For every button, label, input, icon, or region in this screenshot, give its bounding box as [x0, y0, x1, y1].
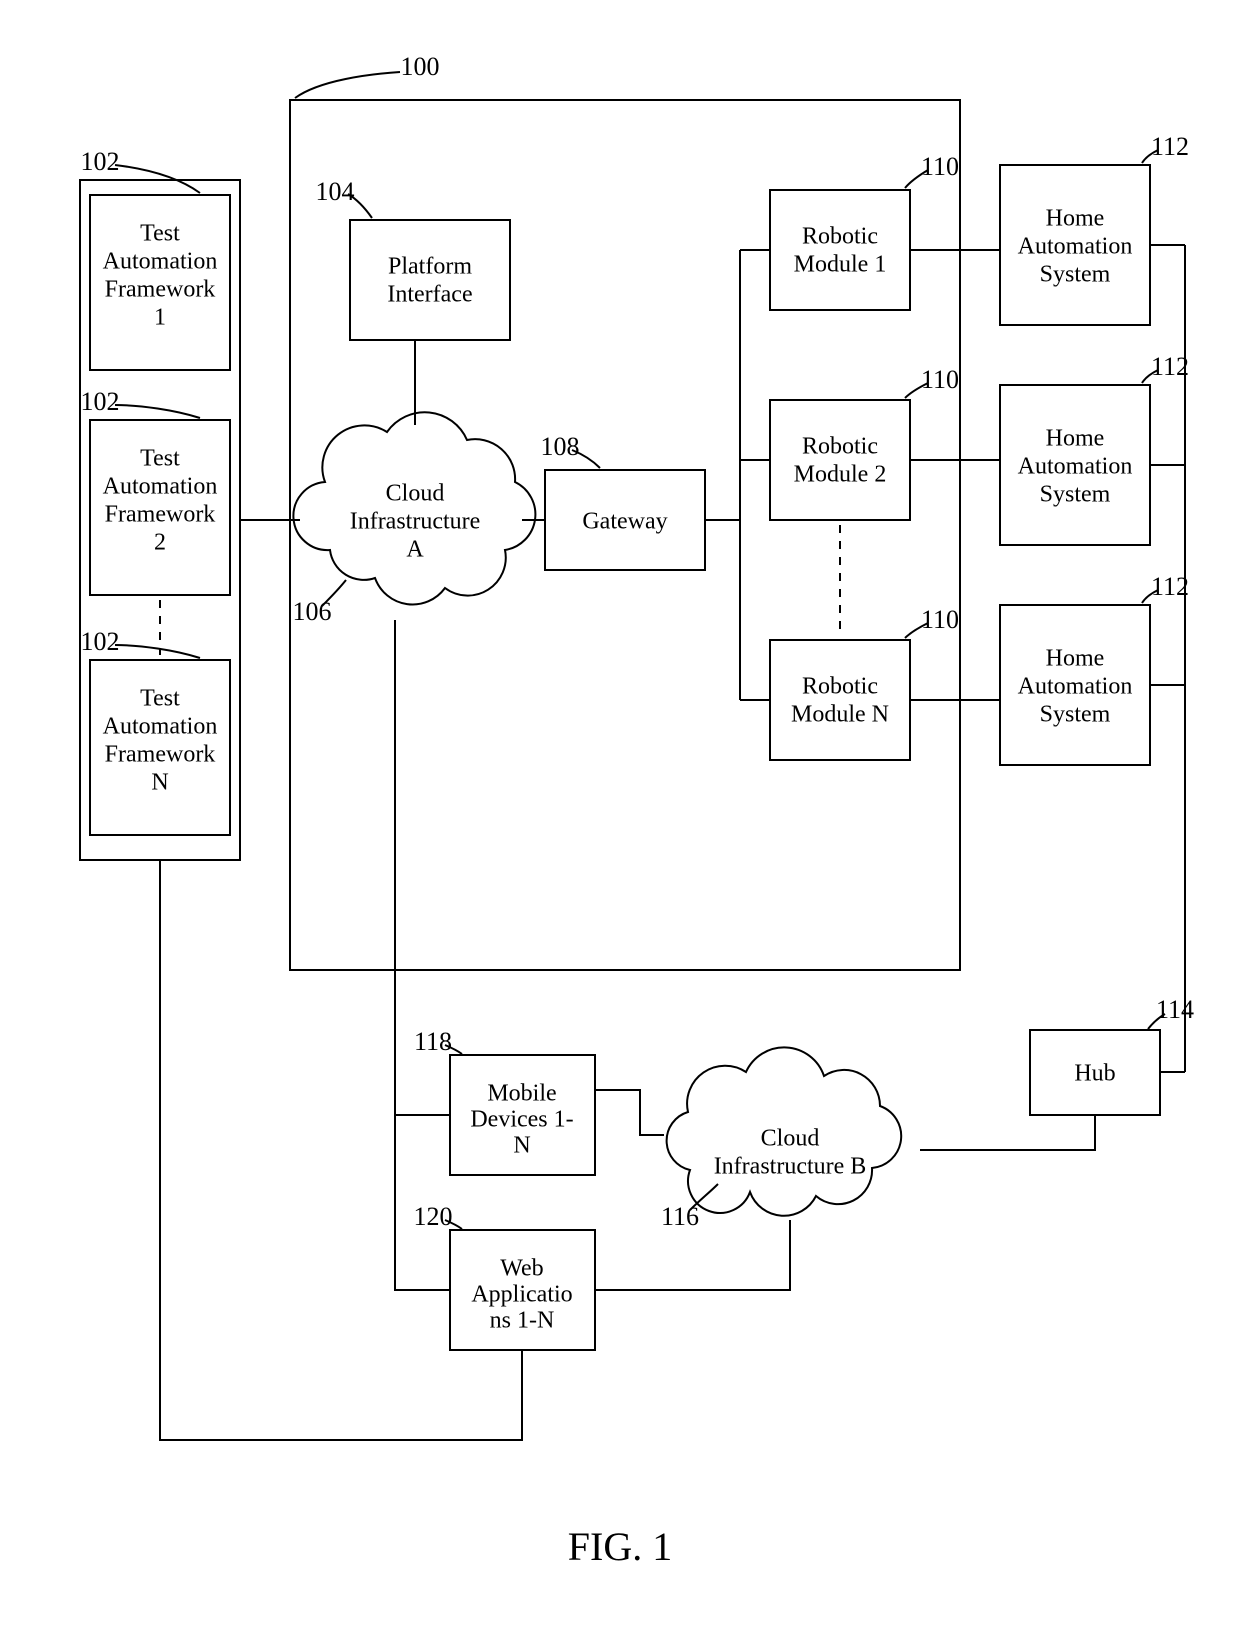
platform-label-0: Platform — [388, 254, 472, 280]
has2-label-2: System — [1040, 482, 1111, 508]
taf-n-label-3: N — [151, 770, 168, 796]
ref-102-n: 102 — [81, 627, 120, 656]
ref-110-1: 110 — [921, 152, 959, 181]
diagram-canvas: Test Automation Framework 1 Test Automat… — [0, 0, 1240, 1640]
ref-112-2: 112 — [1151, 352, 1189, 381]
ref-112-3: 112 — [1151, 572, 1189, 601]
lead-102-n — [115, 645, 200, 658]
rmn-label-1: Module N — [791, 702, 889, 728]
taf-1-label-0: Test — [140, 221, 180, 247]
robotic-module-n-box — [770, 640, 910, 760]
webapp-label-2: ns 1-N — [490, 1308, 555, 1334]
ref-110-2: 110 — [921, 365, 959, 394]
conn-mobile-cloudB — [595, 1090, 664, 1135]
cloud-b-label-1: Infrastructure B — [714, 1154, 867, 1180]
rm2-label-0: Robotic — [802, 434, 878, 460]
taf-n-label-2: Framework — [105, 742, 216, 768]
rm1-label-1: Module 1 — [794, 252, 887, 278]
ref-120: 120 — [414, 1202, 453, 1231]
has1-label-2: System — [1040, 262, 1111, 288]
has1-label-0: Home — [1046, 206, 1105, 232]
taf-1-label-1: Automation — [103, 249, 218, 275]
cloud-a-label-0: Cloud — [386, 481, 445, 507]
cloud-a-label-2: A — [406, 537, 424, 563]
ref-100: 100 — [401, 52, 440, 81]
webapp-label-0: Web — [500, 1256, 543, 1282]
has3-label-0: Home — [1046, 646, 1105, 672]
figure-caption: FIG. 1 — [568, 1524, 672, 1569]
hub-label: Hub — [1074, 1061, 1115, 1087]
taf-n-label-1: Automation — [103, 714, 218, 740]
ref-102-2: 102 — [81, 387, 120, 416]
ref-114: 114 — [1156, 995, 1194, 1024]
cloud-a-label-1: Infrastructure — [350, 509, 481, 535]
lead-100 — [295, 72, 400, 98]
taf-2-label-3: 2 — [154, 530, 166, 556]
ref-112-1: 112 — [1151, 132, 1189, 161]
ref-118: 118 — [414, 1027, 452, 1056]
rm1-label-0: Robotic — [802, 224, 878, 250]
rmn-label-0: Robotic — [802, 674, 878, 700]
taf-2-label-2: Framework — [105, 502, 216, 528]
webapp-label-1: Applicatio — [471, 1282, 572, 1308]
taf-2-label-0: Test — [140, 446, 180, 472]
ref-102-1: 102 — [81, 147, 120, 176]
ref-108: 108 — [541, 432, 580, 461]
rm2-label-1: Module 2 — [794, 462, 887, 488]
robotic-module-2-box — [770, 400, 910, 520]
lead-106 — [322, 580, 346, 606]
taf-1-label-2: Framework — [105, 277, 216, 303]
platform-label-1: Interface — [387, 282, 472, 308]
has2-label-1: Automation — [1018, 454, 1133, 480]
mobile-label-1: Devices 1- — [470, 1107, 573, 1133]
mobile-label-2: N — [513, 1133, 530, 1159]
taf-n-label-0: Test — [140, 686, 180, 712]
conn-hub-cloudB — [920, 1115, 1095, 1150]
ref-104: 104 — [316, 177, 355, 206]
has2-label-0: Home — [1046, 426, 1105, 452]
has1-label-1: Automation — [1018, 234, 1133, 260]
ref-110-n: 110 — [921, 605, 959, 634]
taf-1-label-3: 1 — [154, 305, 166, 331]
taf-2-label-1: Automation — [103, 474, 218, 500]
platform-interface-box — [350, 220, 510, 340]
lead-102-2 — [115, 405, 200, 418]
has3-label-1: Automation — [1018, 674, 1133, 700]
mobile-label-0: Mobile — [487, 1081, 556, 1107]
gateway-label: Gateway — [582, 509, 667, 535]
cloud-b-label-0: Cloud — [761, 1126, 820, 1152]
robotic-module-1-box — [770, 190, 910, 310]
has3-label-2: System — [1040, 702, 1111, 728]
